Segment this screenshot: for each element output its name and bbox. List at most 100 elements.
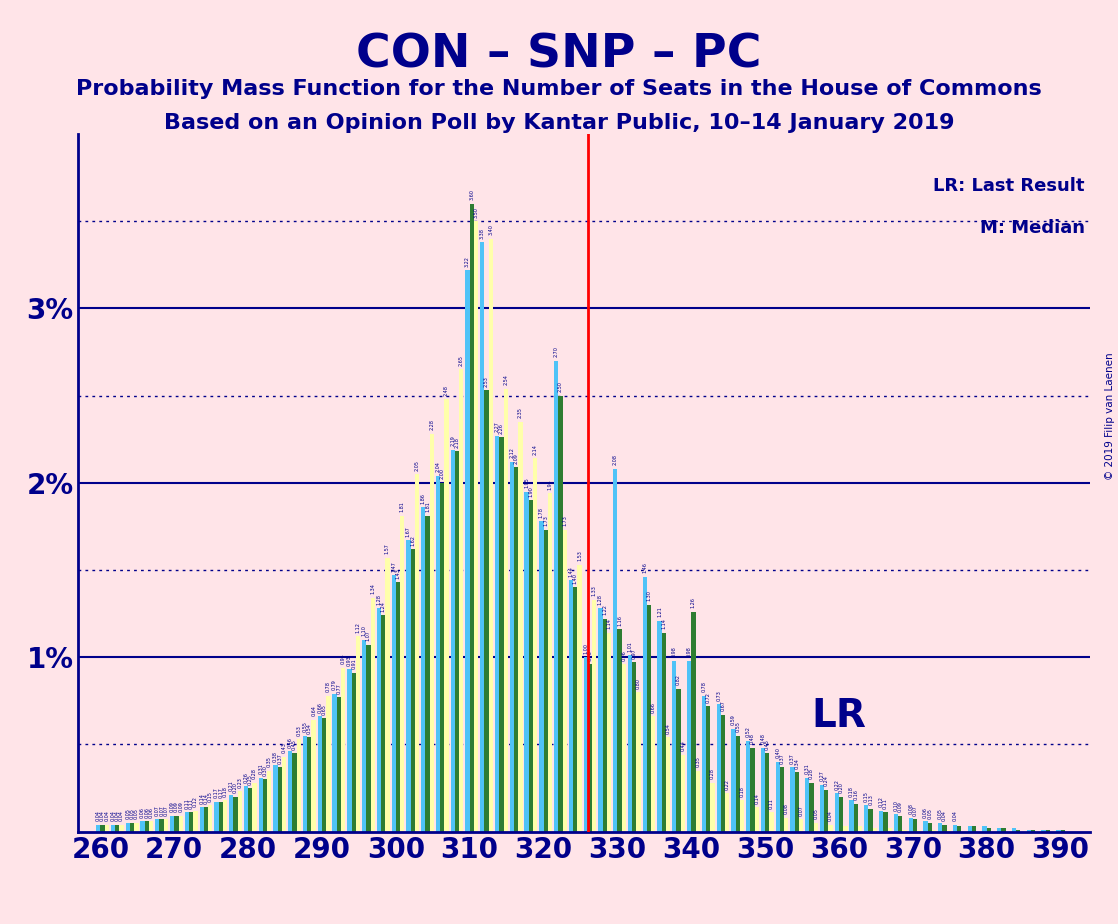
- Bar: [795, 772, 799, 832]
- Text: 0.78: 0.78: [326, 681, 331, 692]
- Bar: [120, 824, 124, 832]
- Bar: [174, 816, 179, 832]
- Bar: [577, 565, 581, 832]
- Bar: [967, 826, 972, 832]
- Bar: [928, 823, 932, 832]
- Bar: [391, 576, 396, 832]
- Bar: [533, 458, 538, 832]
- Bar: [799, 820, 803, 832]
- Text: 2.08: 2.08: [613, 455, 618, 466]
- Bar: [932, 830, 936, 832]
- Bar: [495, 436, 500, 832]
- Bar: [406, 541, 410, 832]
- Text: 0.96: 0.96: [622, 650, 626, 661]
- Bar: [790, 767, 795, 832]
- Bar: [337, 698, 341, 832]
- Text: 0.34: 0.34: [794, 758, 799, 769]
- Text: 0.07: 0.07: [912, 805, 918, 816]
- Bar: [617, 629, 622, 832]
- Bar: [628, 655, 632, 832]
- Bar: [1031, 830, 1035, 832]
- Text: 1.57: 1.57: [385, 543, 390, 554]
- Text: 0.65: 0.65: [322, 704, 326, 715]
- Text: 0.14: 0.14: [755, 793, 759, 804]
- Text: 0.31: 0.31: [805, 763, 809, 774]
- Text: 0.30: 0.30: [263, 765, 267, 776]
- Bar: [351, 673, 356, 832]
- Bar: [170, 816, 174, 832]
- Text: 0.04: 0.04: [115, 810, 120, 821]
- Bar: [972, 826, 976, 832]
- Bar: [558, 395, 562, 832]
- Text: 0.97: 0.97: [632, 649, 637, 659]
- Bar: [455, 452, 459, 832]
- Text: 1.81: 1.81: [400, 502, 405, 513]
- Bar: [997, 828, 1002, 832]
- Text: 0.40: 0.40: [775, 748, 780, 759]
- Text: 1.33: 1.33: [591, 585, 597, 596]
- Text: 0.06: 0.06: [140, 807, 145, 818]
- Bar: [548, 493, 552, 832]
- Bar: [134, 823, 139, 832]
- Text: 2.04: 2.04: [436, 461, 440, 472]
- Text: 0.05: 0.05: [813, 808, 818, 820]
- Bar: [574, 588, 577, 832]
- Bar: [415, 474, 419, 832]
- Bar: [144, 821, 149, 832]
- Text: 1.62: 1.62: [410, 535, 415, 545]
- Text: 0.98: 0.98: [686, 647, 692, 657]
- Text: 1.07: 1.07: [366, 630, 371, 641]
- Bar: [484, 390, 489, 832]
- Bar: [858, 826, 862, 832]
- Bar: [717, 704, 721, 832]
- Bar: [1002, 828, 1006, 832]
- Text: 1.95: 1.95: [524, 478, 529, 488]
- Text: 2.00: 2.00: [439, 468, 445, 480]
- Bar: [588, 664, 593, 832]
- Text: 0.52: 0.52: [746, 726, 750, 737]
- Bar: [869, 808, 873, 832]
- Text: 1.73: 1.73: [543, 516, 548, 527]
- Text: 3.60: 3.60: [470, 189, 474, 201]
- Bar: [695, 771, 700, 832]
- Text: 0.67: 0.67: [720, 700, 726, 711]
- Text: 1.26: 1.26: [691, 598, 695, 608]
- Bar: [705, 706, 710, 832]
- Bar: [923, 821, 928, 832]
- Text: 1.44: 1.44: [568, 566, 574, 577]
- Bar: [459, 370, 464, 832]
- Text: 2.05: 2.05: [415, 460, 419, 470]
- Text: 0.05: 0.05: [125, 808, 131, 820]
- Bar: [445, 399, 448, 832]
- Text: 0.93: 0.93: [347, 655, 352, 666]
- Bar: [622, 664, 626, 832]
- Text: 0.66: 0.66: [651, 702, 656, 713]
- Bar: [332, 694, 337, 832]
- Bar: [244, 786, 248, 832]
- Bar: [238, 792, 241, 832]
- Text: 2.48: 2.48: [444, 384, 449, 395]
- Bar: [672, 661, 676, 832]
- Bar: [318, 716, 322, 832]
- Text: 0.43: 0.43: [282, 742, 286, 753]
- Text: 0.23: 0.23: [237, 777, 243, 788]
- Text: 2.54: 2.54: [503, 374, 509, 385]
- Text: 0.08: 0.08: [784, 803, 789, 814]
- Bar: [96, 824, 101, 832]
- Bar: [854, 804, 858, 832]
- Bar: [362, 639, 367, 832]
- Bar: [917, 830, 921, 832]
- Bar: [222, 800, 227, 832]
- Text: 0.12: 0.12: [879, 796, 883, 808]
- Text: 0.17: 0.17: [214, 787, 219, 798]
- Text: 0.16: 0.16: [853, 789, 859, 800]
- Text: 2.27: 2.27: [494, 421, 500, 432]
- Text: 1.14: 1.14: [662, 618, 666, 629]
- Text: 0.04: 0.04: [828, 810, 833, 821]
- Bar: [819, 784, 824, 832]
- Bar: [879, 810, 883, 832]
- Text: 0.09: 0.09: [178, 802, 183, 812]
- Text: 0.64: 0.64: [311, 706, 316, 716]
- Bar: [356, 637, 360, 832]
- Bar: [613, 468, 617, 832]
